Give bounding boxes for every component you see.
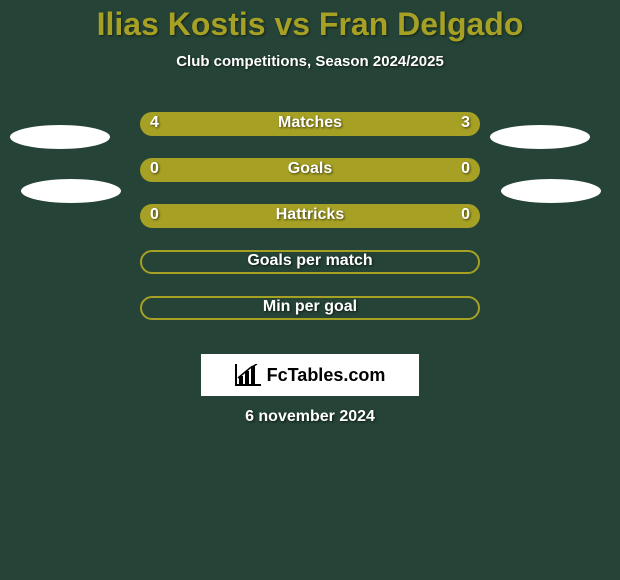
stat-value-right: 0 — [461, 160, 470, 178]
stat-label: Hattricks — [140, 206, 480, 224]
stat-row: Goals per match — [0, 250, 620, 296]
stat-row: 0 Hattricks 0 — [0, 204, 620, 250]
stat-rows: 4 Matches 3 0 Goals 0 0 Hattricks 0 Goal… — [0, 112, 620, 342]
title-vs: vs — [266, 6, 319, 42]
stat-row: 4 Matches 3 — [0, 112, 620, 158]
stat-label: Matches — [140, 114, 480, 132]
stat-value-right: 0 — [461, 206, 470, 224]
stat-row: Min per goal — [0, 296, 620, 342]
subtitle-text: Club competitions, Season 2024/2025 — [176, 53, 444, 70]
comparison-title: Ilias Kostis vs Fran Delgado — [0, 0, 620, 43]
stat-label: Goals per match — [140, 252, 480, 270]
stat-value-right: 3 — [461, 114, 470, 132]
stat-label: Min per goal — [140, 298, 480, 316]
source-badge-text: FcTables.com — [267, 365, 386, 386]
stat-row: 0 Goals 0 — [0, 158, 620, 204]
player2-name: Fran Delgado — [319, 6, 523, 42]
date-label: 6 november 2024 — [0, 408, 620, 426]
bar-chart-icon — [235, 364, 261, 386]
player1-name: Ilias Kostis — [97, 6, 266, 42]
source-badge: FcTables.com — [201, 354, 419, 396]
subtitle: Club competitions, Season 2024/2025 — [0, 53, 620, 70]
stat-label: Goals — [140, 160, 480, 178]
date-text: 6 november 2024 — [245, 408, 375, 425]
